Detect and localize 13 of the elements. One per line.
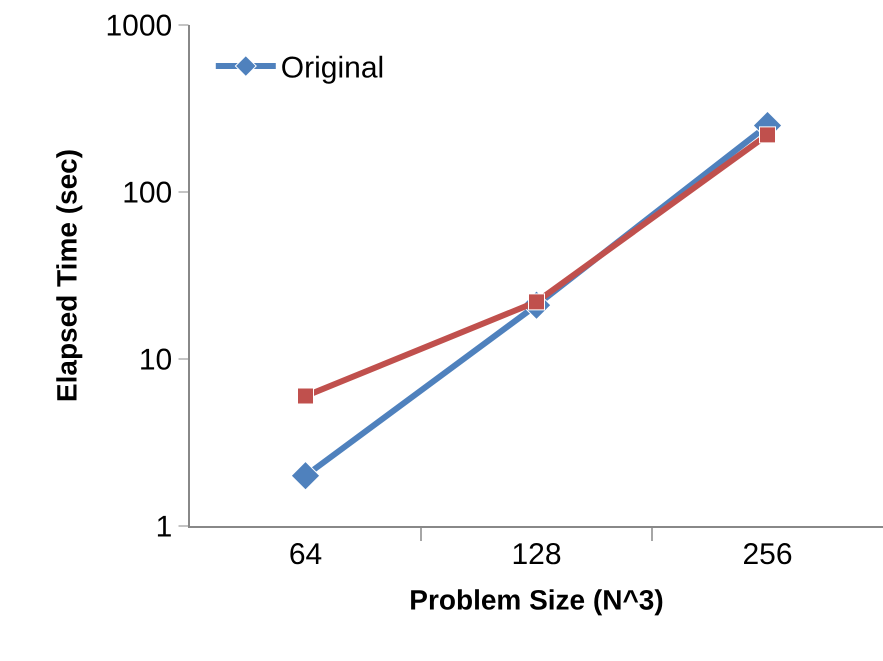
point xyxy=(290,460,320,491)
x-tick-label: 64 xyxy=(288,538,322,571)
x-tick-label: 256 xyxy=(742,538,793,571)
y-tick-label: 1 xyxy=(156,510,172,544)
x-axis-title: Problem Size (N^3) xyxy=(409,584,664,616)
y-tick-label: 1000 xyxy=(106,10,172,42)
x-tick-label: 128 xyxy=(511,538,562,571)
point xyxy=(759,126,776,144)
y-tick-label: 100 xyxy=(122,176,172,210)
y-tick-label: 10 xyxy=(138,344,172,376)
y-axis-title: Elapsed Time (sec) xyxy=(52,148,83,402)
legend-label: Original xyxy=(280,52,384,85)
point xyxy=(297,388,314,405)
